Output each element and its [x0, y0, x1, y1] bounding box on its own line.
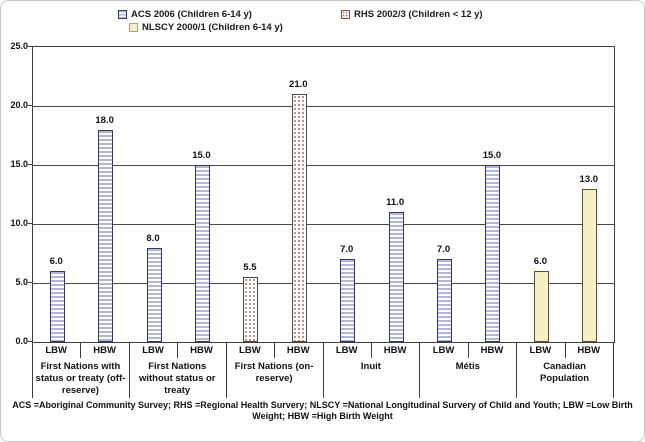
bar-hbw-acs	[98, 129, 114, 342]
gridline	[33, 283, 614, 284]
y-tickmark	[28, 341, 32, 342]
bar-hbw-rhs	[291, 94, 307, 342]
legend-label-acs: ACS 2006 (Children 6-14 y)	[131, 9, 252, 20]
legend-label-rhs: RHS 2002/3 (Children < 12 y)	[354, 9, 483, 20]
cell-separator-line	[274, 342, 276, 358]
y-tickmark	[28, 105, 32, 106]
bar-value-label: 13.0	[579, 173, 599, 185]
bar-value-label: 7.0	[340, 244, 354, 256]
bar-hbw-acs	[194, 165, 210, 342]
bar-value-label: 6.0	[533, 256, 547, 268]
bar-value-label: 5.5	[243, 262, 257, 274]
y-tickmark	[28, 282, 32, 283]
bar-lbw-acs	[437, 259, 453, 342]
group-label: First Nations with status or treaty (off…	[35, 361, 126, 396]
bar-lbw-acs	[146, 247, 162, 342]
group-label: First Nations without status or treaty	[138, 361, 216, 396]
category-cell-label: LBW	[432, 345, 455, 356]
category-cell-label: HBW	[93, 345, 116, 356]
group-separator-line	[128, 342, 130, 398]
category-cell-label: LBW	[45, 345, 68, 356]
bar-lbw-acs	[49, 271, 65, 342]
cell-separator-line	[564, 342, 566, 358]
group-label: Métis	[455, 361, 480, 372]
gridline	[33, 224, 614, 225]
bar-hbw-acs	[485, 165, 501, 342]
y-tickmark	[28, 46, 32, 47]
bar-lbw-acs	[340, 259, 356, 342]
footnote: ACS =Aboriginal Community Survey; RHS =R…	[12, 400, 633, 422]
bar-value-label: 6.0	[49, 256, 63, 268]
group-separator-line	[516, 342, 518, 398]
category-cell-label: LBW	[529, 345, 552, 356]
y-tick-label: 10.0	[10, 218, 28, 228]
y-tickmark	[28, 164, 32, 165]
y-tickmark	[28, 223, 32, 224]
category-cell-label: LBW	[239, 345, 261, 356]
nlscy-series-swatch-icon	[129, 23, 138, 32]
gridline	[33, 165, 614, 166]
cell-separator-line	[370, 342, 372, 358]
rhs-series-swatch-icon	[341, 10, 350, 19]
legend-item-rhs: RHS 2002/3 (Children < 12 y)	[341, 9, 483, 20]
category-cell-label: HBW	[383, 345, 407, 356]
plot-area	[32, 46, 615, 343]
bar-value-label: 8.0	[146, 232, 160, 244]
group-label: Inuit	[360, 361, 381, 372]
category-cell-label: HBW	[480, 345, 504, 356]
group-separator-line	[225, 342, 227, 398]
bar-value-label: 11.0	[386, 197, 405, 209]
cell-separator-line	[467, 342, 469, 358]
legend-label-nlscy: NLSCY 2000/1 (Children 6-14 y)	[142, 22, 283, 33]
gridline	[33, 106, 614, 107]
group-separator-line	[613, 342, 614, 398]
bar-value-label: 18.0	[95, 114, 114, 126]
bar-value-label: 7.0	[436, 244, 451, 256]
bar-value-label: 15.0	[192, 150, 211, 161]
bar-value-label: 15.0	[482, 150, 502, 161]
cell-separator-line	[177, 342, 179, 358]
bar-lbw-nlscy	[533, 271, 549, 342]
bar-hbw-nlscy	[582, 188, 598, 342]
legend-item-nlscy: NLSCY 2000/1 (Children 6-14 y)	[129, 22, 283, 33]
category-cell-label: LBW	[335, 345, 358, 356]
bar-hbw-acs	[388, 212, 404, 342]
category-cell-label: HBW	[190, 345, 213, 356]
acs-series-swatch-icon	[118, 10, 127, 19]
category-cell-label: HBW	[577, 345, 601, 356]
y-tick-label: 15.0	[10, 159, 28, 169]
group-separator-line	[322, 342, 324, 398]
category-cell-label: HBW	[286, 345, 310, 356]
bar-lbw-rhs	[243, 277, 259, 342]
bar-value-label: 21.0	[289, 79, 308, 91]
category-cell-label: LBW	[142, 345, 164, 356]
group-separator-line	[419, 342, 421, 398]
y-tick-label: 25.0	[10, 41, 28, 51]
cell-separator-line	[80, 342, 82, 358]
y-tick-label: 20.0	[10, 100, 28, 110]
y-tick-label: 5.0	[15, 277, 28, 287]
group-label: Canadian Population	[540, 361, 590, 384]
group-label: First Nations (on-reserve)	[234, 361, 314, 384]
y-tick-label: 0.0	[15, 336, 28, 346]
legend-item-acs: ACS 2006 (Children 6-14 y)	[118, 9, 252, 20]
group-separator-line	[32, 342, 33, 398]
